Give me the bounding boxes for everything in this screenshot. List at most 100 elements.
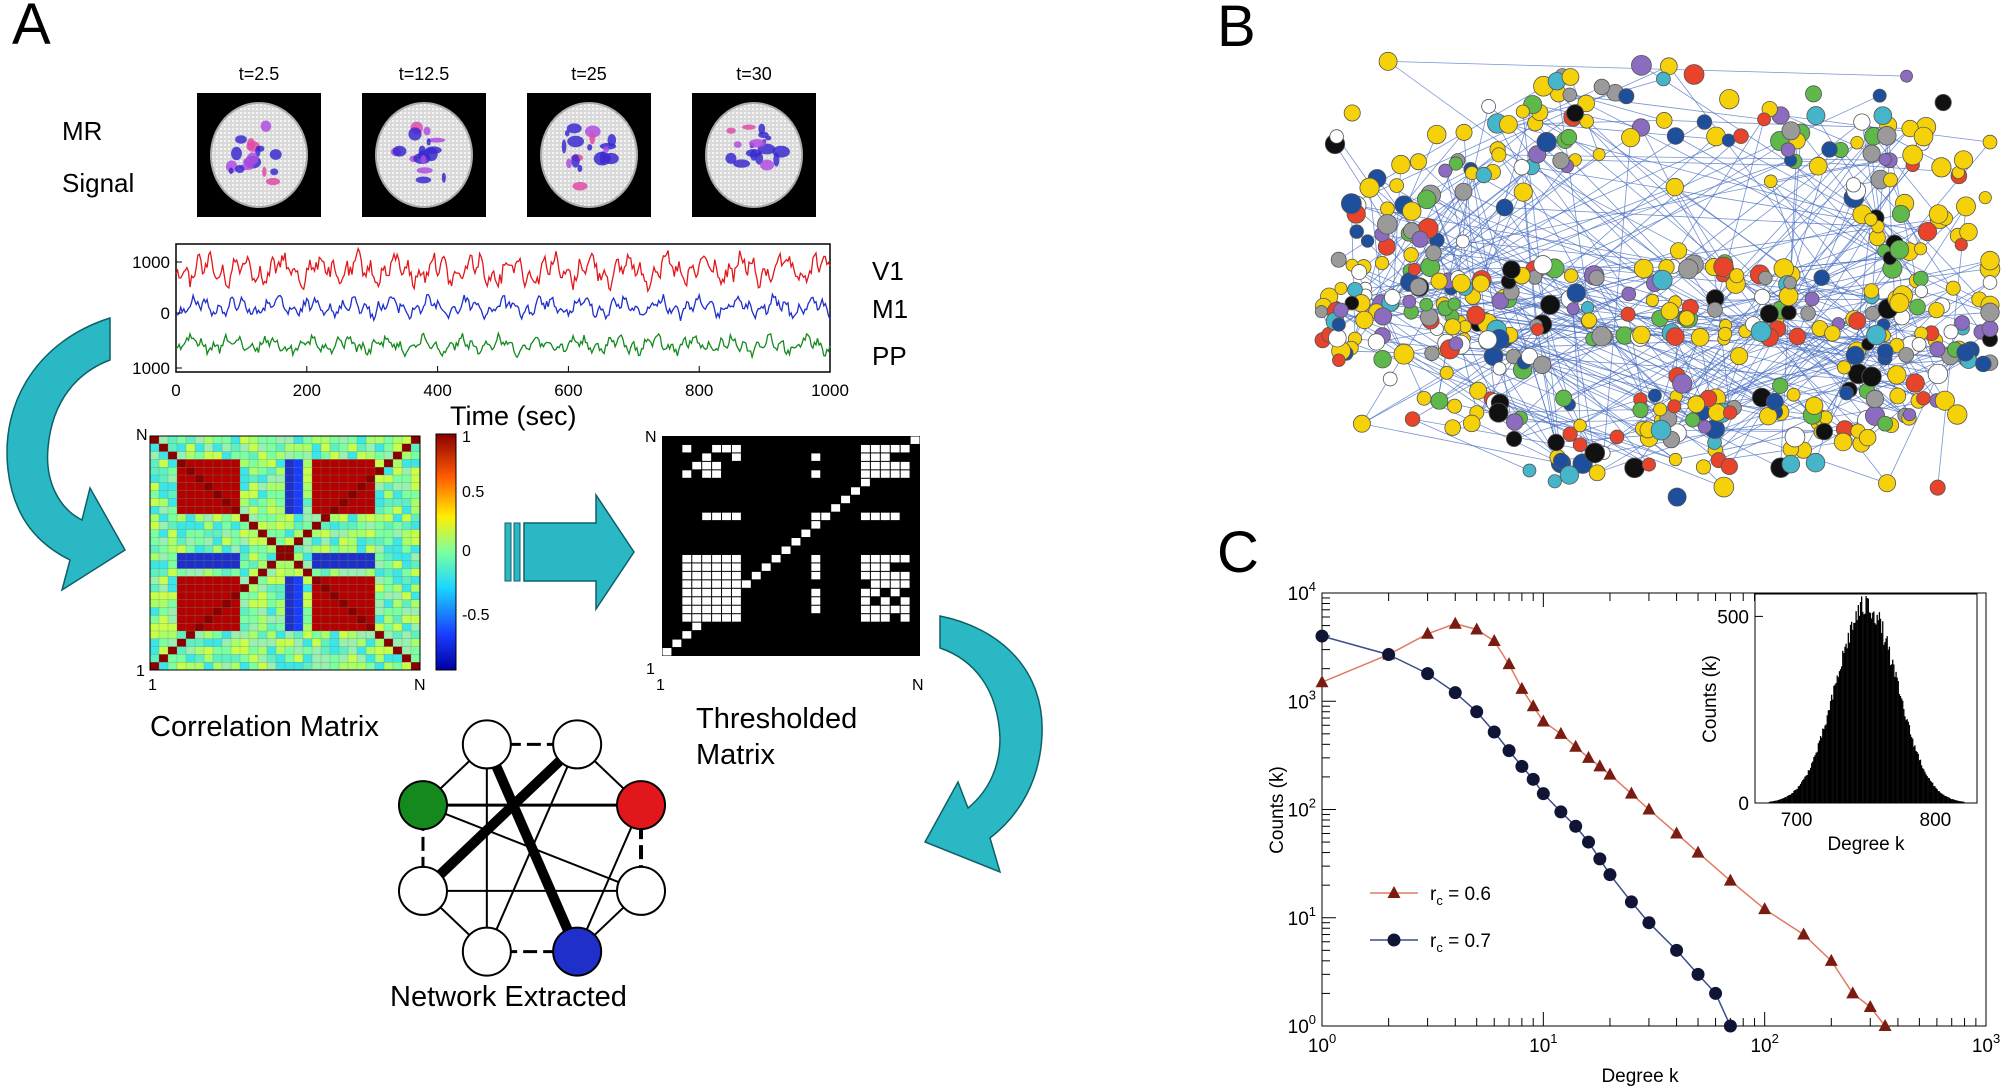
network-b-node <box>1665 177 1684 197</box>
corr-cell <box>374 521 385 530</box>
histogram-bar <box>1878 612 1881 803</box>
corr-cell <box>347 638 358 647</box>
corr-cell <box>356 467 367 476</box>
corr-cell <box>410 443 421 452</box>
corr-cell <box>356 623 367 632</box>
series-point <box>1670 826 1684 839</box>
series-point <box>1315 675 1329 688</box>
network-b-node <box>1912 270 1929 287</box>
corr-cell <box>383 545 394 554</box>
corr-cell <box>158 576 169 585</box>
corr-cell <box>158 490 169 499</box>
network-b-node <box>1577 94 1595 113</box>
corr-cell <box>194 498 205 507</box>
corr-cell <box>374 451 385 460</box>
corr-cell <box>356 662 367 671</box>
corr-cell <box>203 654 214 663</box>
network-b-node <box>1410 153 1427 171</box>
corr-cell <box>410 521 421 530</box>
corr-cell <box>365 498 376 507</box>
corr-cell <box>149 451 160 460</box>
corr-cell <box>293 435 304 445</box>
histogram-bar <box>1777 800 1780 803</box>
corr-cell <box>212 599 223 608</box>
mr-label-line1: MR <box>62 116 102 146</box>
network-b-edge <box>1478 317 1687 392</box>
network-b-node <box>1757 112 1771 127</box>
corr-cell <box>212 638 223 647</box>
thr-cell-on <box>722 554 731 563</box>
corr-cell <box>230 537 241 546</box>
corr-cell <box>401 630 412 640</box>
corr-cell <box>302 552 313 562</box>
series-point <box>1824 953 1838 966</box>
network-b-node <box>1981 320 1999 338</box>
histogram-bar <box>1877 620 1879 803</box>
corr-cell <box>221 451 232 460</box>
corr-cell <box>230 662 241 671</box>
network-b-node <box>1591 326 1612 347</box>
corr-cell <box>293 443 304 452</box>
thr-cell-on <box>860 571 870 580</box>
corr-cell <box>167 513 178 523</box>
corr-cell <box>284 576 295 585</box>
corr-cell <box>311 638 322 647</box>
network-b-node <box>1954 238 1968 252</box>
corr-cell <box>203 435 214 445</box>
corr-cell <box>275 521 286 530</box>
series-point <box>1536 787 1550 801</box>
series-point <box>1421 626 1435 639</box>
histogram-bar <box>1904 716 1906 803</box>
corr-cell <box>167 435 178 445</box>
corr-cell <box>311 576 322 585</box>
network-edge <box>576 804 642 952</box>
series-point <box>1624 895 1638 909</box>
network-b-node <box>1697 419 1712 434</box>
network-b-node <box>1502 260 1521 279</box>
corr-cell <box>176 568 187 577</box>
thr-cell-on <box>880 614 890 622</box>
corr-cell <box>365 537 376 546</box>
corr-cell <box>275 607 286 616</box>
network-b-edge <box>1604 336 1781 413</box>
thr-x-start: 1 <box>656 677 665 694</box>
corr-cell <box>203 591 214 601</box>
series-point <box>1723 1019 1737 1033</box>
histogram-bar <box>1886 636 1888 803</box>
histogram-bar <box>1828 710 1831 803</box>
histogram-bar <box>1900 698 1903 803</box>
corr-cell <box>338 506 349 515</box>
corr-cell <box>158 662 169 671</box>
histogram-bar <box>1851 621 1853 803</box>
network-b-node <box>1713 256 1734 277</box>
activation-blob <box>733 159 751 168</box>
corr-cell <box>401 435 412 445</box>
corr-cell <box>230 482 241 491</box>
network-b-edge <box>1437 298 1571 402</box>
thr-cell-on <box>682 444 692 453</box>
corr-cell <box>320 607 331 616</box>
histogram-bar <box>1841 666 1843 803</box>
histogram-bar <box>1808 770 1811 803</box>
activation-blob <box>428 137 446 143</box>
corr-cell <box>248 552 259 562</box>
series-point <box>1642 802 1656 815</box>
corr-cell <box>365 513 376 523</box>
network-b-node <box>1723 405 1738 420</box>
corr-cell <box>212 662 223 671</box>
corr-cell <box>284 630 295 640</box>
network-b-node <box>1929 479 1946 496</box>
corr-cell <box>221 623 232 632</box>
corr-cell <box>284 560 295 569</box>
network-b-node <box>1334 281 1348 295</box>
corr-cell <box>284 521 295 530</box>
thr-cell-on <box>890 605 900 614</box>
thr-cell-on <box>731 614 741 622</box>
corr-cell <box>365 490 376 499</box>
network-b-node <box>1916 391 1931 406</box>
corr-cell <box>167 451 178 460</box>
corr-cell <box>230 498 241 507</box>
corr-cell <box>383 560 394 569</box>
network-b-node <box>1927 363 1949 385</box>
thr-cell-on <box>870 588 880 597</box>
